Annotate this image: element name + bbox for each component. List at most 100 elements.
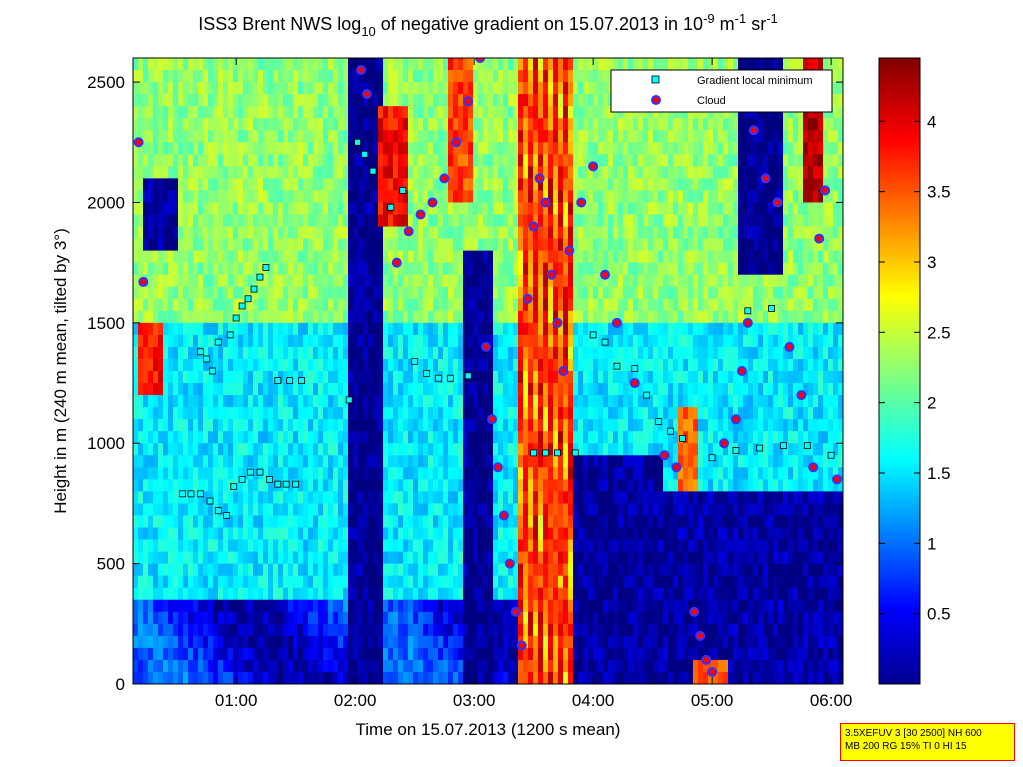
heatmap-cell [433, 286, 439, 300]
heatmap-cell [298, 419, 304, 432]
heatmap-cell [588, 407, 594, 420]
heatmap-cell [178, 310, 184, 324]
heatmap-cell [428, 358, 434, 372]
heatmap-cell [253, 371, 259, 384]
heatmap-cell [333, 527, 339, 541]
heatmap-cell [313, 106, 319, 119]
heatmap-cell [428, 419, 434, 432]
heatmap-cell [293, 371, 299, 384]
heatmap-cell [413, 106, 419, 119]
heatmap-cell [513, 491, 519, 505]
heatmap-cell [133, 178, 139, 192]
heatmap-cell [173, 671, 179, 684]
heatmap-cell [358, 599, 364, 613]
heatmap-cell [438, 94, 444, 107]
heatmap-cell [168, 419, 174, 432]
heatmap-cell [273, 94, 279, 107]
heatmap-cell [528, 346, 534, 360]
heatmap-cell [458, 671, 464, 684]
heatmap-cell [243, 383, 249, 396]
heatmap-cell [178, 118, 184, 131]
heatmap-cell [238, 443, 244, 456]
heatmap-cell [343, 58, 349, 71]
heatmap-cell [558, 358, 564, 372]
heatmap-cell [348, 515, 354, 529]
heatmap-cell [523, 587, 529, 601]
heatmap-cell [608, 334, 614, 348]
heatmap-cell [213, 659, 219, 673]
heatmap-cell [138, 467, 144, 480]
heatmap-cell [218, 635, 224, 649]
heatmap-cell [388, 539, 394, 553]
heatmap-cell [318, 383, 324, 396]
heatmap-cell [468, 635, 474, 649]
heatmap-cell [298, 623, 304, 637]
heatmap-cell [503, 515, 509, 529]
heatmap-cell [333, 539, 339, 553]
heatmap-cell [583, 575, 589, 589]
heatmap-cell [348, 250, 354, 264]
heatmap-cell [578, 202, 584, 216]
heatmap-cell [598, 298, 604, 312]
heatmap-cell [513, 599, 519, 613]
heatmap-cell [338, 190, 344, 204]
heatmap-cell [268, 226, 274, 240]
heatmap-cell [203, 298, 209, 312]
heatmap-cell [188, 503, 194, 517]
heatmap-cell [373, 599, 379, 613]
heatmap-cell [308, 659, 314, 673]
heatmap-cell [463, 539, 469, 553]
heatmap-cell [303, 322, 309, 336]
heatmap-cell [463, 214, 469, 228]
heatmap-cell [238, 659, 244, 673]
heatmap-cell [288, 431, 294, 444]
heatmap-cell [358, 58, 364, 71]
heatmap-cell [388, 599, 394, 613]
heatmap-cell [528, 431, 534, 444]
heatmap-cell [168, 70, 174, 83]
heatmap-cell [458, 539, 464, 553]
heatmap-cell [523, 371, 529, 384]
heatmap-cell [293, 383, 299, 396]
heatmap-cell [488, 515, 494, 529]
heatmap-cell [208, 178, 214, 192]
heatmap-cell [583, 539, 589, 553]
heatmap-cell [598, 322, 604, 336]
heatmap-cell [603, 142, 609, 155]
heatmap-cell [238, 635, 244, 649]
heatmap-cell [173, 527, 179, 541]
heatmap-cell [338, 274, 344, 288]
heatmap-cell [313, 491, 319, 505]
heatmap-cell [143, 58, 149, 71]
heatmap-cell [288, 491, 294, 505]
heatmap-cell [433, 118, 439, 131]
heatmap-cell [523, 635, 529, 649]
heatmap-cell [283, 551, 289, 565]
heatmap-cell [253, 503, 259, 517]
heatmap-cell [603, 635, 609, 649]
heatmap-cell [173, 310, 179, 324]
heatmap-cell [403, 455, 409, 468]
heatmap-cell [463, 419, 469, 432]
heatmap-cell [203, 419, 209, 432]
heatmap-cell [403, 346, 409, 360]
heatmap-cell [288, 527, 294, 541]
heatmap-cell [173, 647, 179, 661]
heatmap-cell [468, 322, 474, 336]
heatmap-cell [288, 479, 294, 492]
heatmap-cell [518, 142, 524, 155]
heatmap-cell [438, 310, 444, 324]
heatmap-cell [158, 563, 164, 577]
heatmap-cell [328, 635, 334, 649]
heatmap-cell [398, 383, 404, 396]
heatmap-cell [333, 82, 339, 95]
heatmap-cell [353, 467, 359, 480]
heatmap-cell [268, 58, 274, 71]
heatmap-cell [148, 286, 154, 300]
heatmap-cell [603, 310, 609, 324]
heatmap-cell [138, 70, 144, 83]
heatmap-cell [603, 431, 609, 444]
heatmap-cell [578, 611, 584, 625]
heatmap-cell [593, 671, 599, 684]
heatmap-cell [468, 431, 474, 444]
